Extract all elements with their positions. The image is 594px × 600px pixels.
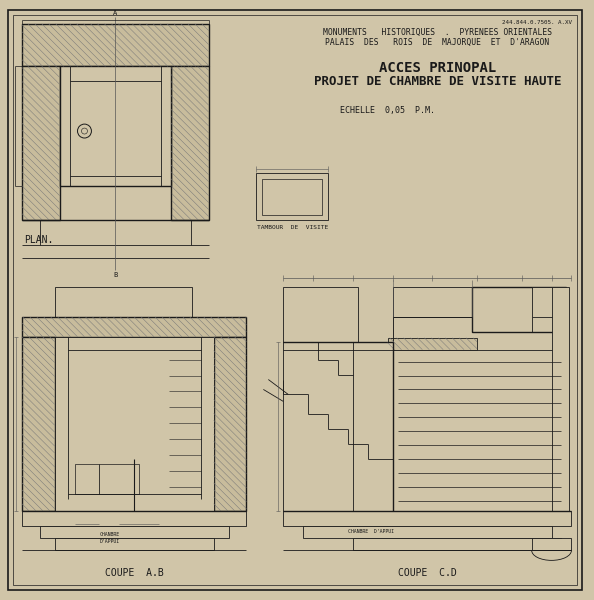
Text: 244.844.0.7505. A.XV: 244.844.0.7505. A.XV	[503, 20, 573, 25]
Text: D'APPUI: D'APPUI	[99, 539, 119, 544]
Text: CHANBRE: CHANBRE	[99, 532, 119, 536]
Bar	[263, 179, 322, 215]
Bar	[214, 337, 247, 511]
Bar	[22, 24, 208, 67]
Bar	[532, 538, 571, 550]
Bar	[283, 511, 571, 526]
Bar	[303, 526, 552, 538]
Bar	[22, 317, 247, 337]
Text: MONUMENTS   HISTORIQUES  .  PYRENEES ORIENTALES: MONUMENTS HISTORIQUES . PYRENEES ORIENTA…	[323, 28, 552, 37]
Bar	[552, 287, 570, 511]
Text: TAMBOUR  DE  VISITE: TAMBOUR DE VISITE	[257, 226, 328, 230]
Bar	[55, 538, 214, 550]
Text: ACCES PRINOPAL: ACCES PRINOPAL	[378, 61, 496, 76]
Text: CHANBRE  D'APPUI: CHANBRE D'APPUI	[348, 529, 394, 533]
Text: COUPE  C.D: COUPE C.D	[398, 568, 457, 578]
Bar	[22, 337, 55, 511]
Bar	[532, 287, 567, 317]
Bar	[283, 287, 358, 342]
Bar	[257, 173, 328, 220]
Text: PLAN.: PLAN.	[24, 235, 53, 245]
Bar	[74, 464, 99, 494]
Bar	[99, 464, 139, 494]
Bar	[171, 67, 208, 220]
Text: A: A	[113, 10, 118, 16]
Text: PALAIS  DES   ROIS  DE  MAJORQUE  ET  D'ARAGON: PALAIS DES ROIS DE MAJORQUE ET D'ARAGON	[325, 38, 549, 47]
Bar	[22, 67, 59, 220]
Bar	[55, 287, 192, 317]
Text: COUPE  A.B: COUPE A.B	[105, 568, 163, 578]
Bar	[353, 538, 561, 550]
Text: ECHELLE  0,05  P.M.: ECHELLE 0,05 P.M.	[340, 106, 435, 115]
Bar	[393, 350, 567, 511]
Bar	[40, 526, 229, 538]
Bar	[55, 337, 214, 511]
Bar	[387, 338, 477, 350]
Bar	[59, 67, 171, 186]
Bar	[22, 511, 247, 526]
Text: PROJET DE CHAMBRE DE VISITE HAUTE: PROJET DE CHAMBRE DE VISITE HAUTE	[314, 76, 561, 88]
Text: B: B	[113, 272, 118, 278]
Bar	[472, 287, 567, 332]
Bar	[283, 342, 393, 511]
Bar	[393, 287, 472, 317]
